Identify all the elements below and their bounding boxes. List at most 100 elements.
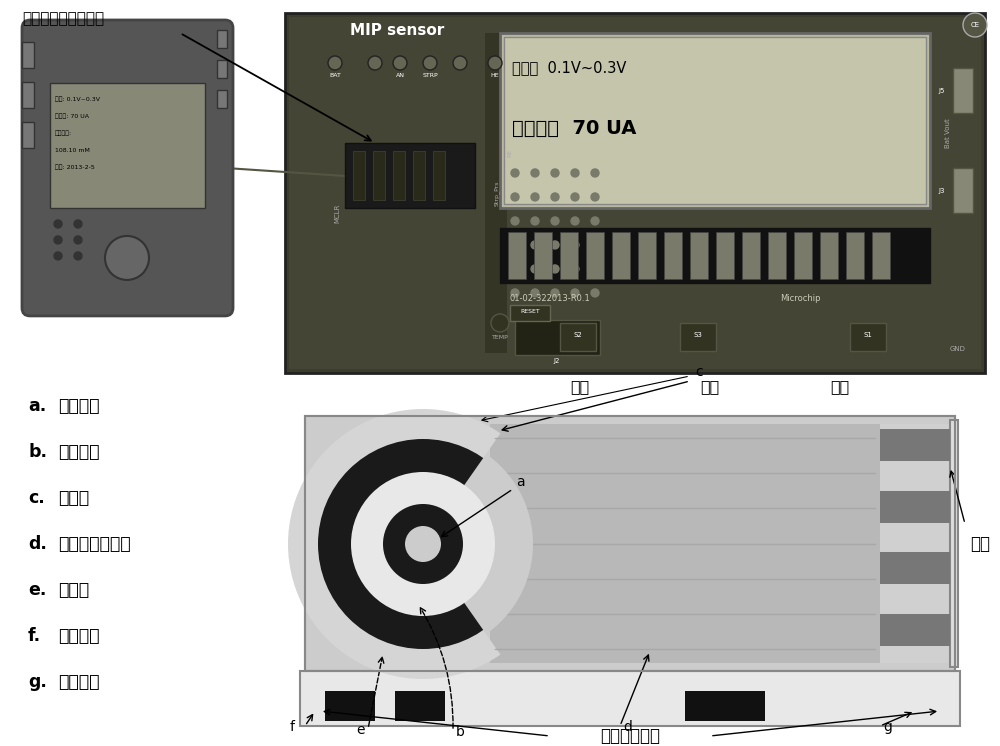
Circle shape (511, 241, 519, 249)
Circle shape (511, 265, 519, 273)
Bar (742, 232, 760, 279)
Circle shape (531, 265, 539, 273)
Text: c: c (695, 365, 703, 379)
Bar (217, 90, 227, 108)
Bar (950, 420, 958, 667)
Circle shape (511, 289, 519, 297)
Bar (880, 552, 950, 584)
Circle shape (74, 220, 82, 228)
Text: GND: GND (950, 346, 966, 352)
Text: STRP: STRP (422, 73, 438, 78)
Bar (953, 68, 973, 113)
Circle shape (511, 193, 519, 201)
Circle shape (591, 289, 599, 297)
Circle shape (318, 439, 528, 649)
Text: BAT: BAT (329, 73, 341, 78)
Text: 丝网印刷电极: 丝网印刷电极 (600, 727, 660, 745)
Text: b: b (456, 725, 465, 739)
Circle shape (571, 193, 579, 201)
Circle shape (511, 169, 519, 177)
Text: c.: c. (28, 489, 45, 507)
Circle shape (591, 265, 599, 273)
Circle shape (531, 217, 539, 225)
Text: 检测浓度:: 检测浓度: (55, 131, 72, 136)
Circle shape (571, 265, 579, 273)
Text: d.: d. (28, 535, 47, 553)
Text: 工作电极: 工作电极 (58, 397, 100, 415)
Circle shape (571, 169, 579, 177)
Text: 电压: 0.1V~0.3V: 电压: 0.1V~0.3V (55, 96, 100, 102)
Bar (50, 83, 205, 208)
Text: 接线端子: 接线端子 (58, 673, 100, 691)
Text: d: d (623, 720, 632, 734)
Text: 绝缘层: 绝缘层 (58, 581, 89, 599)
Bar (500, 228, 930, 283)
Text: RE: RE (508, 149, 512, 157)
Text: f: f (290, 720, 295, 734)
Text: g: g (883, 720, 892, 734)
Text: MCLR: MCLR (334, 203, 340, 222)
Circle shape (105, 236, 149, 280)
Bar (680, 323, 716, 351)
Bar (22, 42, 34, 68)
Text: 01-02-322013-R0.1: 01-02-322013-R0.1 (510, 294, 591, 303)
Circle shape (383, 504, 463, 584)
Bar (22, 122, 34, 148)
Circle shape (491, 314, 509, 332)
Text: 校正: 校正 (830, 379, 850, 394)
Circle shape (531, 241, 539, 249)
Text: 峰电流: 70 UA: 峰电流: 70 UA (55, 113, 89, 119)
Text: 参比电极: 参比电极 (58, 443, 100, 461)
Circle shape (591, 241, 599, 249)
Bar (217, 60, 227, 78)
Circle shape (423, 56, 437, 70)
Circle shape (963, 13, 987, 37)
Circle shape (571, 217, 579, 225)
Bar (393, 151, 405, 200)
Bar (846, 232, 864, 279)
Bar (325, 691, 375, 721)
Wedge shape (288, 409, 500, 679)
Circle shape (351, 472, 495, 616)
Text: RESET: RESET (520, 309, 540, 314)
Circle shape (551, 169, 559, 177)
Bar (504, 37, 926, 204)
Text: HE: HE (491, 73, 499, 78)
Circle shape (488, 56, 502, 70)
Bar (515, 320, 600, 355)
Circle shape (405, 526, 441, 562)
Bar (485, 33, 507, 353)
Text: S1: S1 (864, 332, 872, 338)
Bar (217, 30, 227, 48)
Circle shape (54, 220, 62, 228)
Bar (560, 323, 596, 351)
Circle shape (531, 193, 539, 201)
Bar (716, 232, 734, 279)
Bar (664, 232, 682, 279)
Bar (395, 691, 445, 721)
Text: 电极基片: 电极基片 (58, 627, 100, 645)
Circle shape (453, 56, 467, 70)
Wedge shape (423, 454, 533, 634)
Circle shape (551, 241, 559, 249)
Text: J5: J5 (939, 88, 945, 94)
Text: AN: AN (396, 73, 404, 78)
Text: 标准: 标准 (700, 379, 720, 394)
Bar (500, 33, 930, 208)
Circle shape (54, 252, 62, 260)
Circle shape (54, 236, 62, 244)
Text: Bat Vout: Bat Vout (945, 118, 951, 148)
Text: J3: J3 (938, 188, 945, 194)
Circle shape (511, 217, 519, 225)
FancyBboxPatch shape (22, 20, 233, 316)
Circle shape (551, 217, 559, 225)
Circle shape (328, 56, 342, 70)
Text: f.: f. (28, 627, 41, 645)
Text: 测试: 测试 (570, 379, 590, 394)
Bar (880, 491, 950, 523)
Bar (612, 232, 630, 279)
Bar (433, 151, 445, 200)
Bar (490, 424, 940, 663)
Bar (880, 424, 950, 663)
Circle shape (393, 56, 407, 70)
